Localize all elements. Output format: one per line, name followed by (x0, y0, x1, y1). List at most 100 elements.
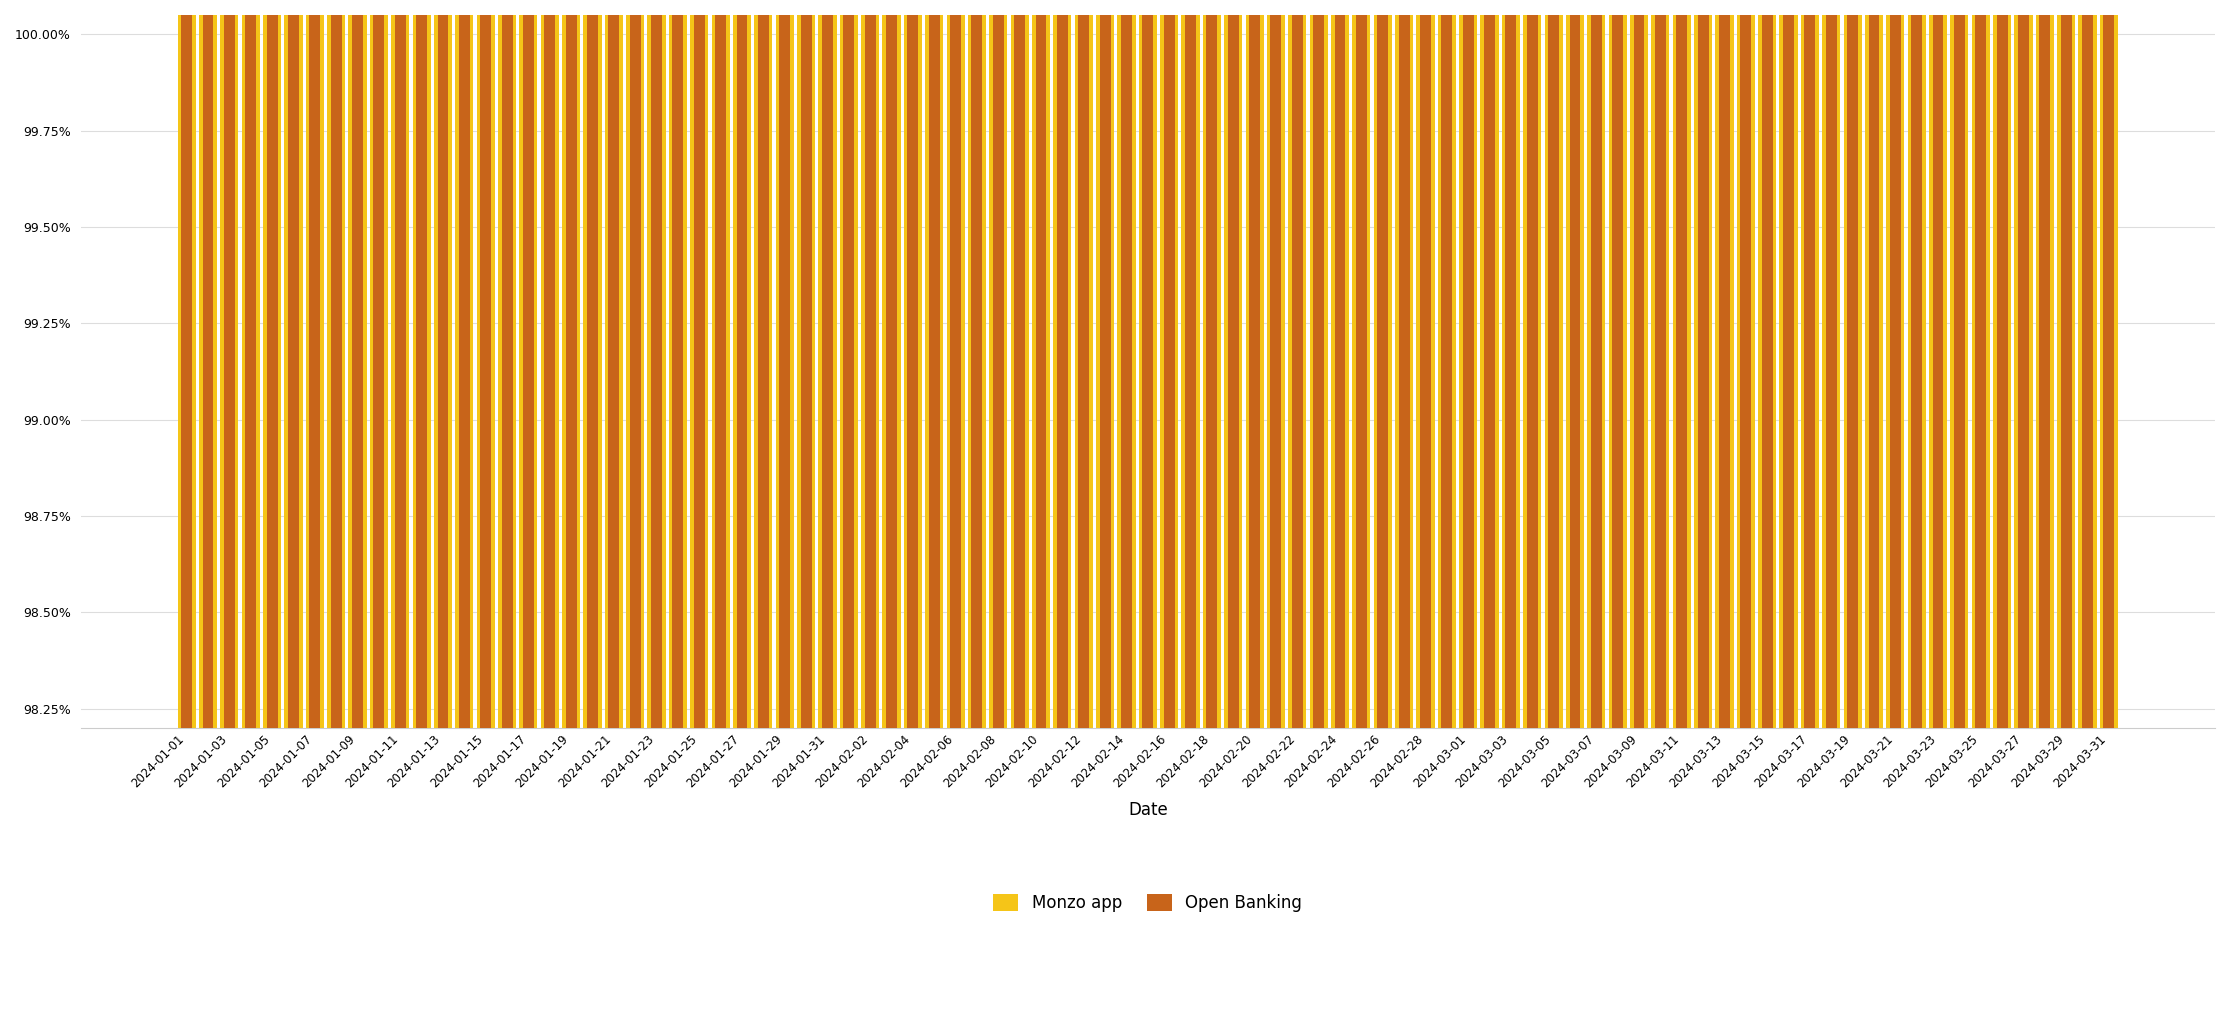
Bar (1142, 0, 1153, 728)
Bar (1545, 0, 1563, 728)
Bar (1695, 0, 1713, 728)
Bar (1570, 0, 1581, 728)
Bar (1635, 0, 1644, 728)
Bar (1672, 0, 1690, 728)
Bar (776, 0, 794, 728)
Bar (2078, 0, 2096, 728)
Bar (459, 0, 471, 728)
Bar (477, 0, 495, 728)
Bar (285, 0, 303, 728)
Bar (1398, 0, 1409, 728)
Bar (627, 0, 644, 728)
Bar (736, 0, 747, 728)
Bar (1160, 0, 1177, 728)
Bar (1505, 0, 1516, 728)
Bar (1458, 0, 1476, 728)
Bar (413, 0, 430, 728)
Bar (1844, 0, 1862, 728)
Bar (417, 0, 428, 728)
Bar (1182, 0, 1200, 728)
Bar (1117, 0, 1135, 728)
Bar (1485, 0, 1494, 728)
Bar (2018, 0, 2029, 728)
X-axis label: Date: Date (1128, 801, 1169, 819)
Bar (1822, 0, 1840, 728)
Bar (1548, 0, 1559, 728)
Bar (352, 0, 363, 728)
Bar (1719, 0, 1730, 728)
Bar (455, 0, 473, 728)
Bar (1976, 0, 1987, 728)
Bar (524, 0, 533, 728)
Bar (1247, 0, 1264, 728)
Bar (1889, 0, 1900, 728)
Bar (241, 0, 261, 728)
Bar (1140, 0, 1157, 728)
Bar (1630, 0, 1648, 728)
Bar (1501, 0, 1521, 728)
Bar (395, 0, 406, 728)
Bar (1951, 0, 1969, 728)
Bar (908, 0, 919, 728)
Bar (1933, 0, 1945, 728)
Bar (1528, 0, 1539, 728)
Bar (1911, 0, 1922, 728)
Bar (883, 0, 901, 728)
Bar (437, 0, 448, 728)
Bar (928, 0, 939, 728)
Bar (223, 0, 234, 728)
Bar (586, 0, 598, 728)
Bar (435, 0, 453, 728)
Bar (1378, 0, 1389, 728)
Bar (1929, 0, 1947, 728)
Bar (1608, 0, 1626, 728)
Bar (1996, 0, 2007, 728)
Bar (1655, 0, 1666, 728)
Bar (1184, 0, 1195, 728)
Bar (1757, 0, 1777, 728)
Bar (711, 0, 729, 728)
Bar (540, 0, 560, 728)
Bar (1351, 0, 1371, 728)
Bar (520, 0, 537, 728)
Bar (694, 0, 705, 728)
Legend: Monzo app, Open Banking: Monzo app, Open Banking (986, 887, 1309, 919)
Bar (1035, 0, 1046, 728)
Bar (1095, 0, 1115, 728)
Bar (268, 0, 277, 728)
Bar (328, 0, 346, 728)
Bar (1565, 0, 1583, 728)
Bar (1441, 0, 1452, 728)
Bar (1715, 0, 1733, 728)
Bar (778, 0, 789, 728)
Bar (245, 0, 256, 728)
Bar (181, 0, 192, 728)
Bar (2040, 0, 2049, 728)
Bar (2036, 0, 2054, 728)
Bar (221, 0, 239, 728)
Bar (716, 0, 727, 728)
Bar (1331, 0, 1349, 728)
Bar (885, 0, 896, 728)
Bar (604, 0, 622, 728)
Bar (972, 0, 983, 728)
Bar (1677, 0, 1688, 728)
Bar (673, 0, 682, 728)
Bar (925, 0, 943, 728)
Bar (1229, 0, 1238, 728)
Bar (758, 0, 769, 728)
Bar (1164, 0, 1175, 728)
Bar (841, 0, 859, 728)
Bar (562, 0, 580, 728)
Bar (1202, 0, 1222, 728)
Bar (306, 0, 323, 728)
Bar (1907, 0, 1927, 728)
Bar (1075, 0, 1093, 728)
Bar (1015, 0, 1026, 728)
Bar (2061, 0, 2072, 728)
Bar (2103, 0, 2114, 728)
Bar (1869, 0, 1880, 728)
Bar (647, 0, 665, 728)
Bar (1122, 0, 1133, 728)
Bar (1887, 0, 1904, 728)
